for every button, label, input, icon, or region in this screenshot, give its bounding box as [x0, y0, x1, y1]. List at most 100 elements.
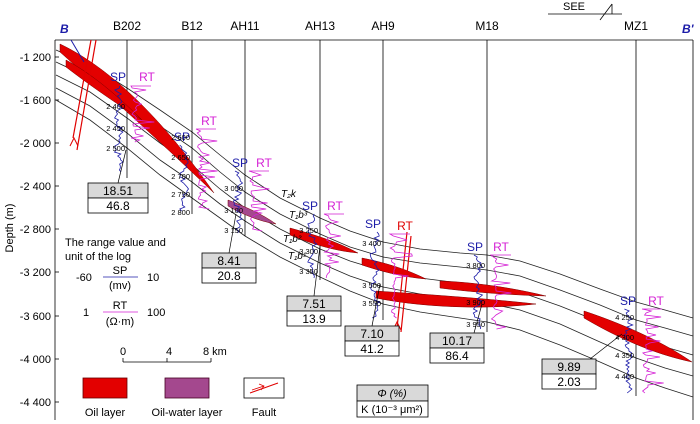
- oil-layer-label: Oil layer: [85, 407, 126, 419]
- depth-label: 3 500: [362, 281, 381, 290]
- depth-label: 2 650: [171, 153, 190, 162]
- depth-label: 2 600: [171, 133, 190, 142]
- depth-axis-ticks: [55, 56, 59, 403]
- depth-label: 2 500: [106, 144, 125, 153]
- depth-label: 3 300: [299, 247, 318, 256]
- property-box-b202: 18.51 46.8: [87, 182, 149, 214]
- fault-line: [76, 39, 97, 151]
- rt-label: RT: [648, 294, 664, 308]
- leader-line: [313, 245, 321, 297]
- scale-label: 0: [120, 346, 126, 358]
- rt-range-unit: (Ω·m): [106, 316, 134, 328]
- permeability-value: 46.8: [106, 199, 130, 213]
- depth-label: 3 050: [224, 184, 243, 193]
- depth-axis: Depth (m) -1 200 -1 600 -2 000 -2 400 -2…: [4, 52, 59, 409]
- rt-label: RT: [493, 240, 509, 254]
- sp-label: SP: [174, 130, 190, 144]
- well-name-m18: M18: [475, 19, 499, 33]
- formation-label: T₁b³: [289, 210, 308, 221]
- formation-labels: T₂k T₁b³ T₁b² T₁b¹: [281, 189, 308, 262]
- sp-label: SP: [232, 156, 248, 170]
- depth-tick-label: -1 600: [20, 95, 51, 107]
- depth-tick-label: -1 200: [20, 52, 51, 64]
- direction-indicator: SEE: [548, 1, 622, 21]
- rt-log-curve: [195, 128, 218, 210]
- porosity-value: 9.89: [557, 360, 581, 374]
- section-frame: [54, 39, 694, 420]
- permeability-value: 20.8: [217, 269, 241, 283]
- depth-label: 3 250: [299, 226, 318, 235]
- fault-symbol-icon: [249, 382, 279, 394]
- well-name-ah13: AH13: [305, 19, 335, 33]
- sp-log-curve: [113, 85, 124, 173]
- depth-label: 2 700: [171, 172, 190, 181]
- depth-label: 4 400: [615, 372, 634, 381]
- fault-line-blue: [70, 39, 85, 63]
- porosity-value: 7.10: [360, 327, 384, 341]
- sp-label: SP: [302, 199, 318, 213]
- well-name-b202: B202: [113, 19, 141, 33]
- sp-range-label: SP: [113, 265, 128, 277]
- scale-bar: 0 4 8 km: [120, 346, 227, 363]
- direction-label: SEE: [563, 1, 585, 13]
- rt-label: RT: [397, 219, 413, 233]
- log-range-legend: The range value and unit of the log -60 …: [65, 237, 166, 328]
- permeability-value: 41.2: [360, 342, 384, 356]
- sp-log-curve: [307, 213, 318, 279]
- rt-range-label: RT: [113, 300, 128, 312]
- depth-label: 2 800: [171, 208, 190, 217]
- depth-label: 3 900: [466, 298, 485, 307]
- scale-label: 8 km: [203, 346, 227, 358]
- fault-symbol-icon: [251, 385, 265, 391]
- rt-log-curve: [248, 170, 270, 232]
- property-box-mz1: 9.89 2.03: [541, 358, 597, 390]
- formation-boundary-line: [55, 87, 694, 377]
- leader-line: [473, 303, 483, 334]
- depth-axis-title: Depth (m): [4, 204, 16, 253]
- property-box-ah11: 8.41 20.8: [201, 252, 257, 284]
- depth-label: 3 150: [224, 226, 243, 235]
- fault-line: [400, 235, 412, 333]
- property-key: Φ (%) K (10⁻³ μm²): [356, 384, 429, 418]
- property-box-ah9: 7.10 41.2: [344, 325, 400, 357]
- box-leader-lines: [117, 149, 623, 360]
- well-name-ah11: AH11: [230, 19, 259, 33]
- formation-boundary-line: [55, 49, 694, 319]
- depth-label: 3 550: [362, 299, 381, 308]
- log-range-title: The range value and: [65, 237, 166, 249]
- sp-log-curve: [232, 170, 244, 234]
- sp-log-curve: [179, 144, 189, 212]
- section-start-label: B: [60, 22, 69, 36]
- oil-water-layer-swatch: [164, 377, 210, 399]
- depth-label: 3 400: [362, 239, 381, 248]
- depth-label: 3 350: [299, 267, 318, 276]
- leader-line: [371, 283, 381, 327]
- depth-label: 2 400: [106, 102, 125, 111]
- rt-log-curve: [130, 85, 155, 143]
- permeability-value: 86.4: [445, 349, 469, 363]
- property-box-m18: 10.17 86.4: [429, 332, 485, 364]
- oil-layers: [59, 43, 693, 363]
- well-name-mz1: MZ1: [624, 19, 648, 33]
- rt-log-curve: [641, 308, 664, 394]
- permeability-key: K (10⁻³ μm²): [361, 404, 423, 416]
- oil-water-layer: [227, 199, 277, 225]
- sp-label: SP: [620, 294, 636, 308]
- depth-label: 4 300: [615, 333, 634, 342]
- permeability-value: 2.03: [557, 375, 581, 389]
- fault-line: [72, 39, 92, 139]
- faults: [69, 39, 412, 339]
- sp-log-curve: [472, 254, 484, 330]
- depth-label: 2 750: [171, 190, 190, 199]
- fault-line: [395, 231, 408, 339]
- depth-tick-label: -2 000: [20, 138, 51, 150]
- oil-layer: [59, 43, 215, 194]
- rt-label: RT: [256, 156, 272, 170]
- log-labels: SP RT SP RT SP RT SP RT SP RT SP RT SP R…: [110, 70, 665, 308]
- rt-label: RT: [139, 70, 155, 84]
- permeability-value: 13.9: [302, 312, 326, 326]
- log-range-title: unit of the log: [65, 251, 131, 263]
- depth-tick-label: -3 600: [20, 311, 51, 323]
- depth-tick-label: -3 200: [20, 267, 51, 279]
